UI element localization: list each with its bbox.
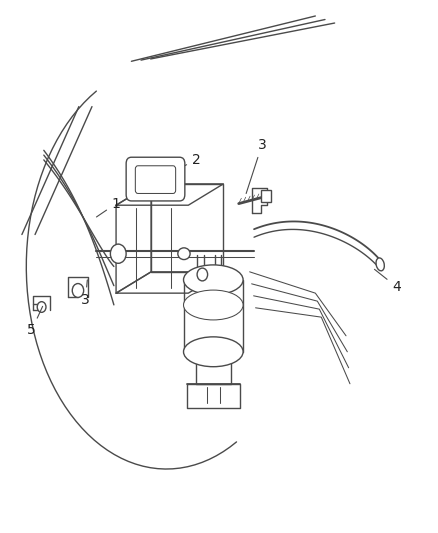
Circle shape [197,268,208,281]
FancyBboxPatch shape [261,190,271,202]
FancyBboxPatch shape [126,157,185,201]
Text: 3: 3 [81,280,90,306]
Circle shape [72,284,84,297]
FancyBboxPatch shape [135,166,176,193]
Circle shape [110,244,126,263]
Ellipse shape [184,265,243,295]
Ellipse shape [178,248,190,260]
Circle shape [37,302,46,312]
Ellipse shape [376,258,384,271]
Text: 5: 5 [27,306,42,337]
Ellipse shape [184,337,243,367]
Text: 1: 1 [96,197,120,217]
Text: 3: 3 [246,138,266,193]
Text: 2: 2 [169,153,201,174]
Ellipse shape [184,290,243,320]
Text: 4: 4 [374,269,401,294]
